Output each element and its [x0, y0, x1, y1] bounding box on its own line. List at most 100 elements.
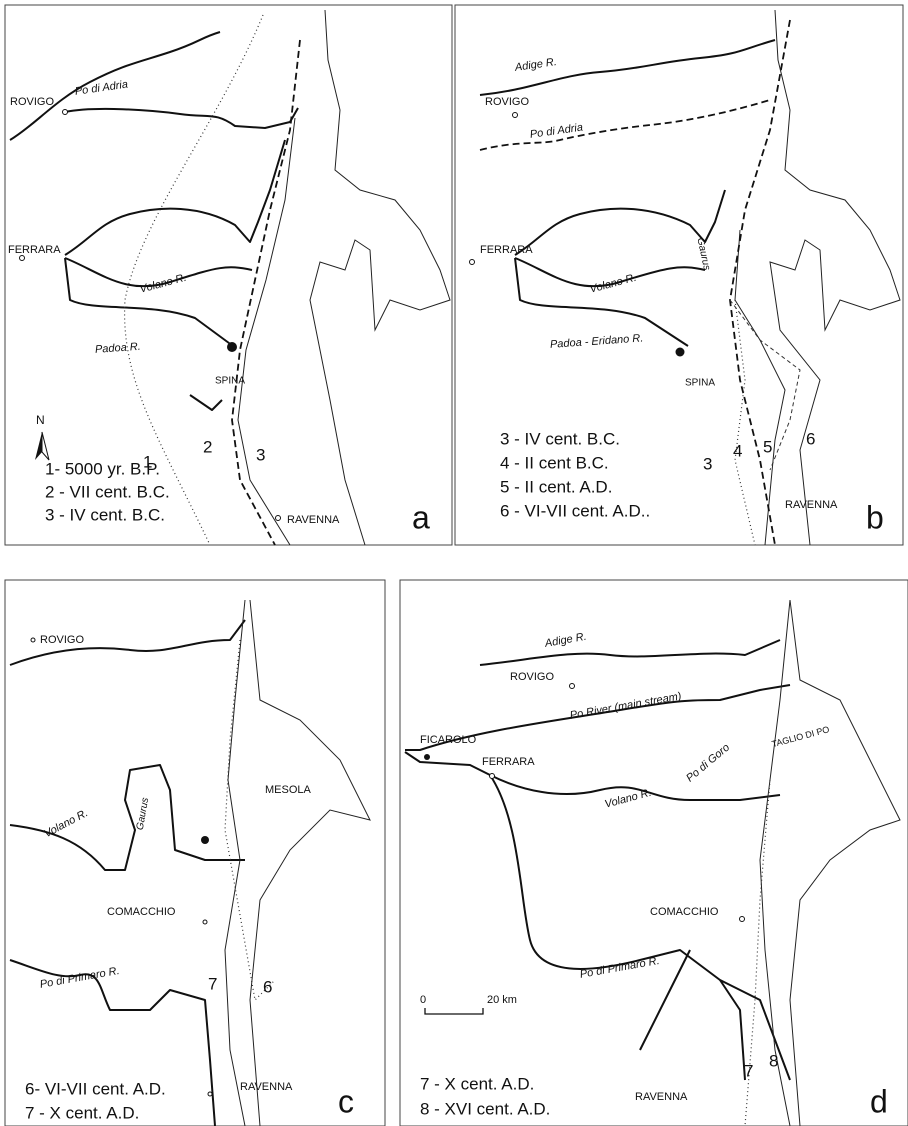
map-label: 5	[763, 437, 772, 456]
legend-entry: 1- 5000 yr. B.P.	[45, 459, 160, 478]
map-label: N	[36, 413, 45, 427]
map-label: Po River (main stream)	[569, 690, 683, 722]
river	[719, 979, 746, 1081]
map-label: Adige R.	[543, 631, 588, 650]
map-label: 4	[733, 441, 742, 460]
town	[275, 515, 281, 521]
map-label: ROVIGO	[485, 96, 529, 108]
map-label: ROVIGO	[10, 96, 54, 108]
river	[479, 99, 771, 151]
map-label: FERRARA	[8, 244, 61, 256]
river	[9, 619, 246, 666]
map-label: TAGLIO DI PO	[771, 724, 831, 749]
panel-letter: b	[866, 499, 884, 535]
north-arrow	[41, 431, 50, 461]
map-label: SPINA	[215, 376, 245, 387]
coast	[789, 599, 901, 1126]
scale-bar	[424, 1008, 484, 1015]
coastline	[759, 599, 791, 1126]
map-label: 3	[256, 445, 265, 464]
map-label: Po di Primaro R.	[39, 965, 121, 991]
river	[404, 751, 781, 801]
river	[639, 949, 691, 1051]
coastline	[123, 14, 264, 546]
map-label: 20 km	[487, 994, 517, 1006]
map-label: Volano R.	[588, 272, 637, 296]
map-label: Po di Adria	[74, 79, 129, 98]
map-label: RAVENNA	[635, 1091, 688, 1103]
map-label: Volano R.	[42, 807, 90, 840]
map-label: 6	[806, 429, 815, 448]
map-label: 7	[208, 974, 217, 993]
river	[9, 31, 221, 141]
legend-entry: 3 - IV cent. B.C.	[500, 429, 620, 448]
legend-entry: 8 - XVI cent. A.D.	[420, 1099, 550, 1118]
map-label: ROVIGO	[40, 634, 84, 646]
map-label: FERRARA	[480, 244, 533, 256]
coastline	[744, 779, 771, 1126]
coast	[309, 9, 451, 546]
river	[9, 764, 245, 871]
spina-site	[201, 836, 209, 844]
town	[424, 754, 430, 760]
town	[512, 112, 518, 118]
map-label: 8	[769, 1051, 778, 1070]
legend-entry: 3 - IV cent. B.C.	[45, 505, 165, 524]
town	[739, 916, 745, 922]
map-label: Po di Primaro R.	[579, 955, 661, 981]
map-label: FERRARA	[482, 756, 535, 768]
map-label: Padoa - Eridano R.	[550, 332, 644, 350]
river	[9, 959, 216, 1126]
river	[405, 684, 791, 751]
map-label: RAVENNA	[287, 514, 340, 526]
river	[514, 189, 726, 256]
map-label: RAVENNA	[785, 499, 838, 511]
map-label: Po di Adria	[529, 122, 584, 141]
coastline	[734, 299, 756, 546]
coastline	[224, 639, 276, 1002]
river	[64, 257, 253, 288]
legend-entry: 7 - X cent. A.D.	[420, 1074, 534, 1093]
map-label: SPINA	[685, 378, 715, 389]
map-label: Volano R.	[603, 787, 652, 811]
legend-entry: 6- VI-VII cent. A.D.	[25, 1079, 166, 1098]
map-label: Po di Goro	[684, 742, 732, 785]
map-label: 7	[744, 1061, 753, 1080]
coastline	[729, 299, 801, 471]
coast	[249, 599, 371, 1126]
map-label: 6	[263, 977, 272, 996]
town	[202, 919, 208, 925]
coastline	[237, 117, 296, 546]
panel-a	[4, 4, 453, 546]
river	[514, 257, 706, 288]
map-label: COMACCHIO	[107, 906, 176, 918]
river	[479, 39, 776, 96]
river	[479, 639, 781, 666]
coast	[769, 9, 901, 546]
coastline	[729, 19, 791, 546]
map-label: 0	[420, 994, 426, 1006]
town	[489, 773, 495, 779]
coastline	[231, 39, 301, 546]
town	[569, 683, 575, 689]
frame	[4, 4, 453, 546]
map-label: Adige R.	[513, 56, 557, 74]
river	[64, 139, 286, 256]
legend-entry: 5 - II cent. A.D.	[500, 477, 612, 496]
town	[207, 1091, 213, 1097]
town	[30, 637, 36, 643]
spina-site	[675, 347, 685, 357]
map-label: 1	[143, 452, 152, 471]
panel-letter: a	[412, 499, 430, 535]
coastline	[734, 229, 786, 546]
map-label: MESOLA	[265, 784, 312, 796]
frame	[454, 4, 904, 546]
legend-entry: 4 - II cent B.C.	[500, 453, 609, 472]
map-label: COMACCHIO	[650, 906, 719, 918]
panel-d	[399, 579, 908, 1126]
panel-c	[4, 579, 386, 1126]
legend-entry: 2 - VII cent. B.C.	[45, 482, 170, 501]
frame	[399, 579, 908, 1126]
map-label: Gaurus	[135, 797, 152, 831]
